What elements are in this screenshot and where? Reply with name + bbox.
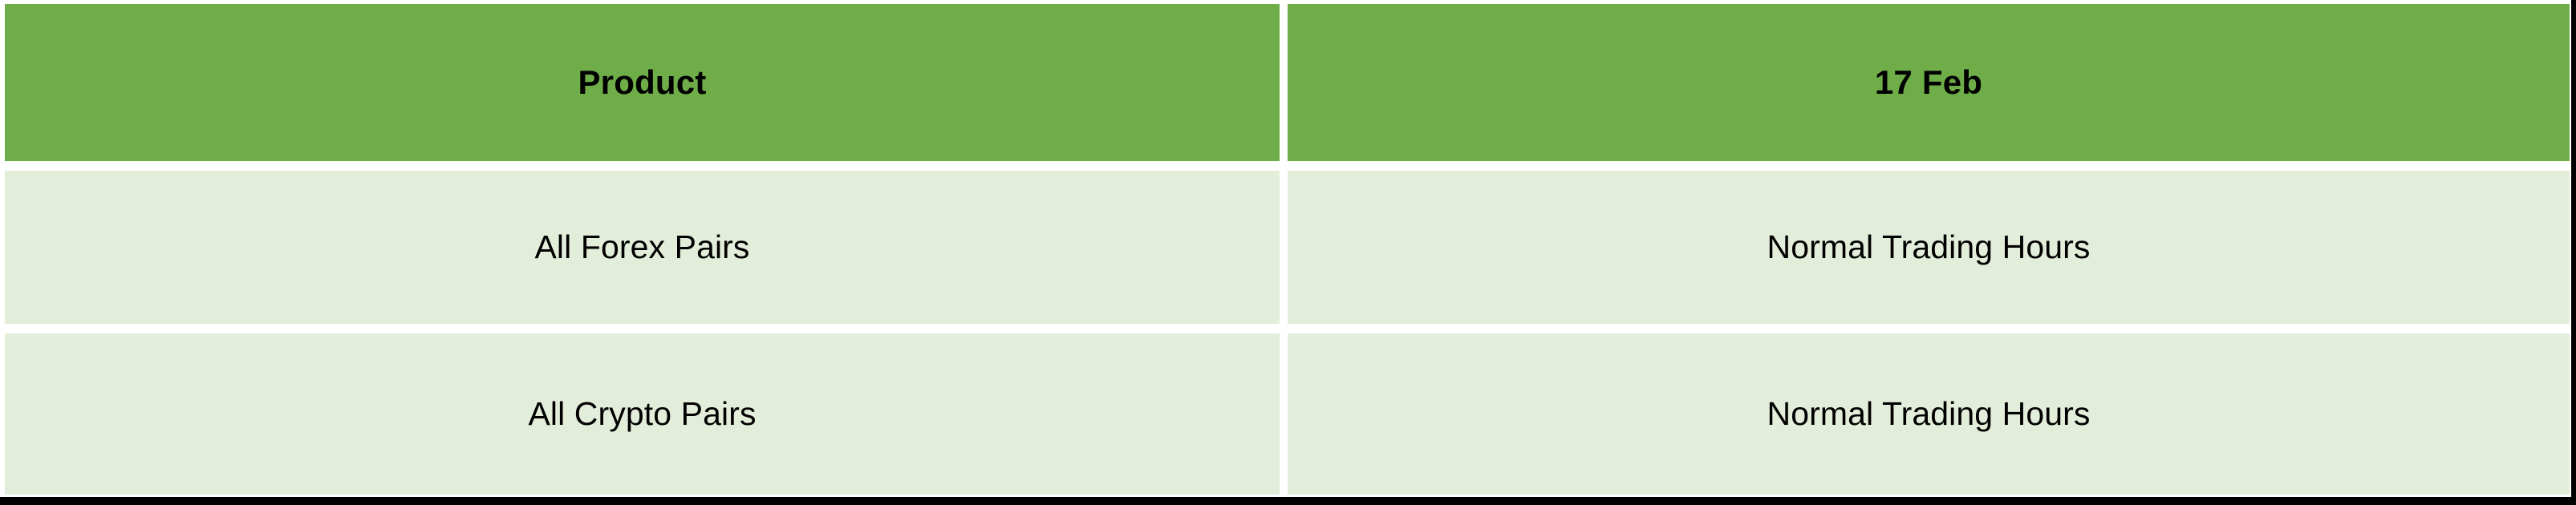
trading-hours-table: Product 17 Feb All Forex Pairs Normal Tr… — [5, 4, 2570, 495]
table-header-row: Product 17 Feb — [5, 4, 2570, 161]
right-edge-bar — [2571, 0, 2576, 505]
column-header-product: Product — [5, 4, 1280, 161]
cell-hours-crypto: Normal Trading Hours — [1288, 333, 2570, 495]
bottom-edge-bar — [0, 497, 2576, 505]
table-row: All Crypto Pairs Normal Trading Hours — [5, 333, 2570, 495]
cell-product-forex: All Forex Pairs — [5, 170, 1280, 325]
table-row: All Forex Pairs Normal Trading Hours — [5, 170, 2570, 325]
column-header-date: 17 Feb — [1288, 4, 2570, 161]
cell-hours-forex: Normal Trading Hours — [1288, 170, 2570, 325]
cell-product-crypto: All Crypto Pairs — [5, 333, 1280, 495]
